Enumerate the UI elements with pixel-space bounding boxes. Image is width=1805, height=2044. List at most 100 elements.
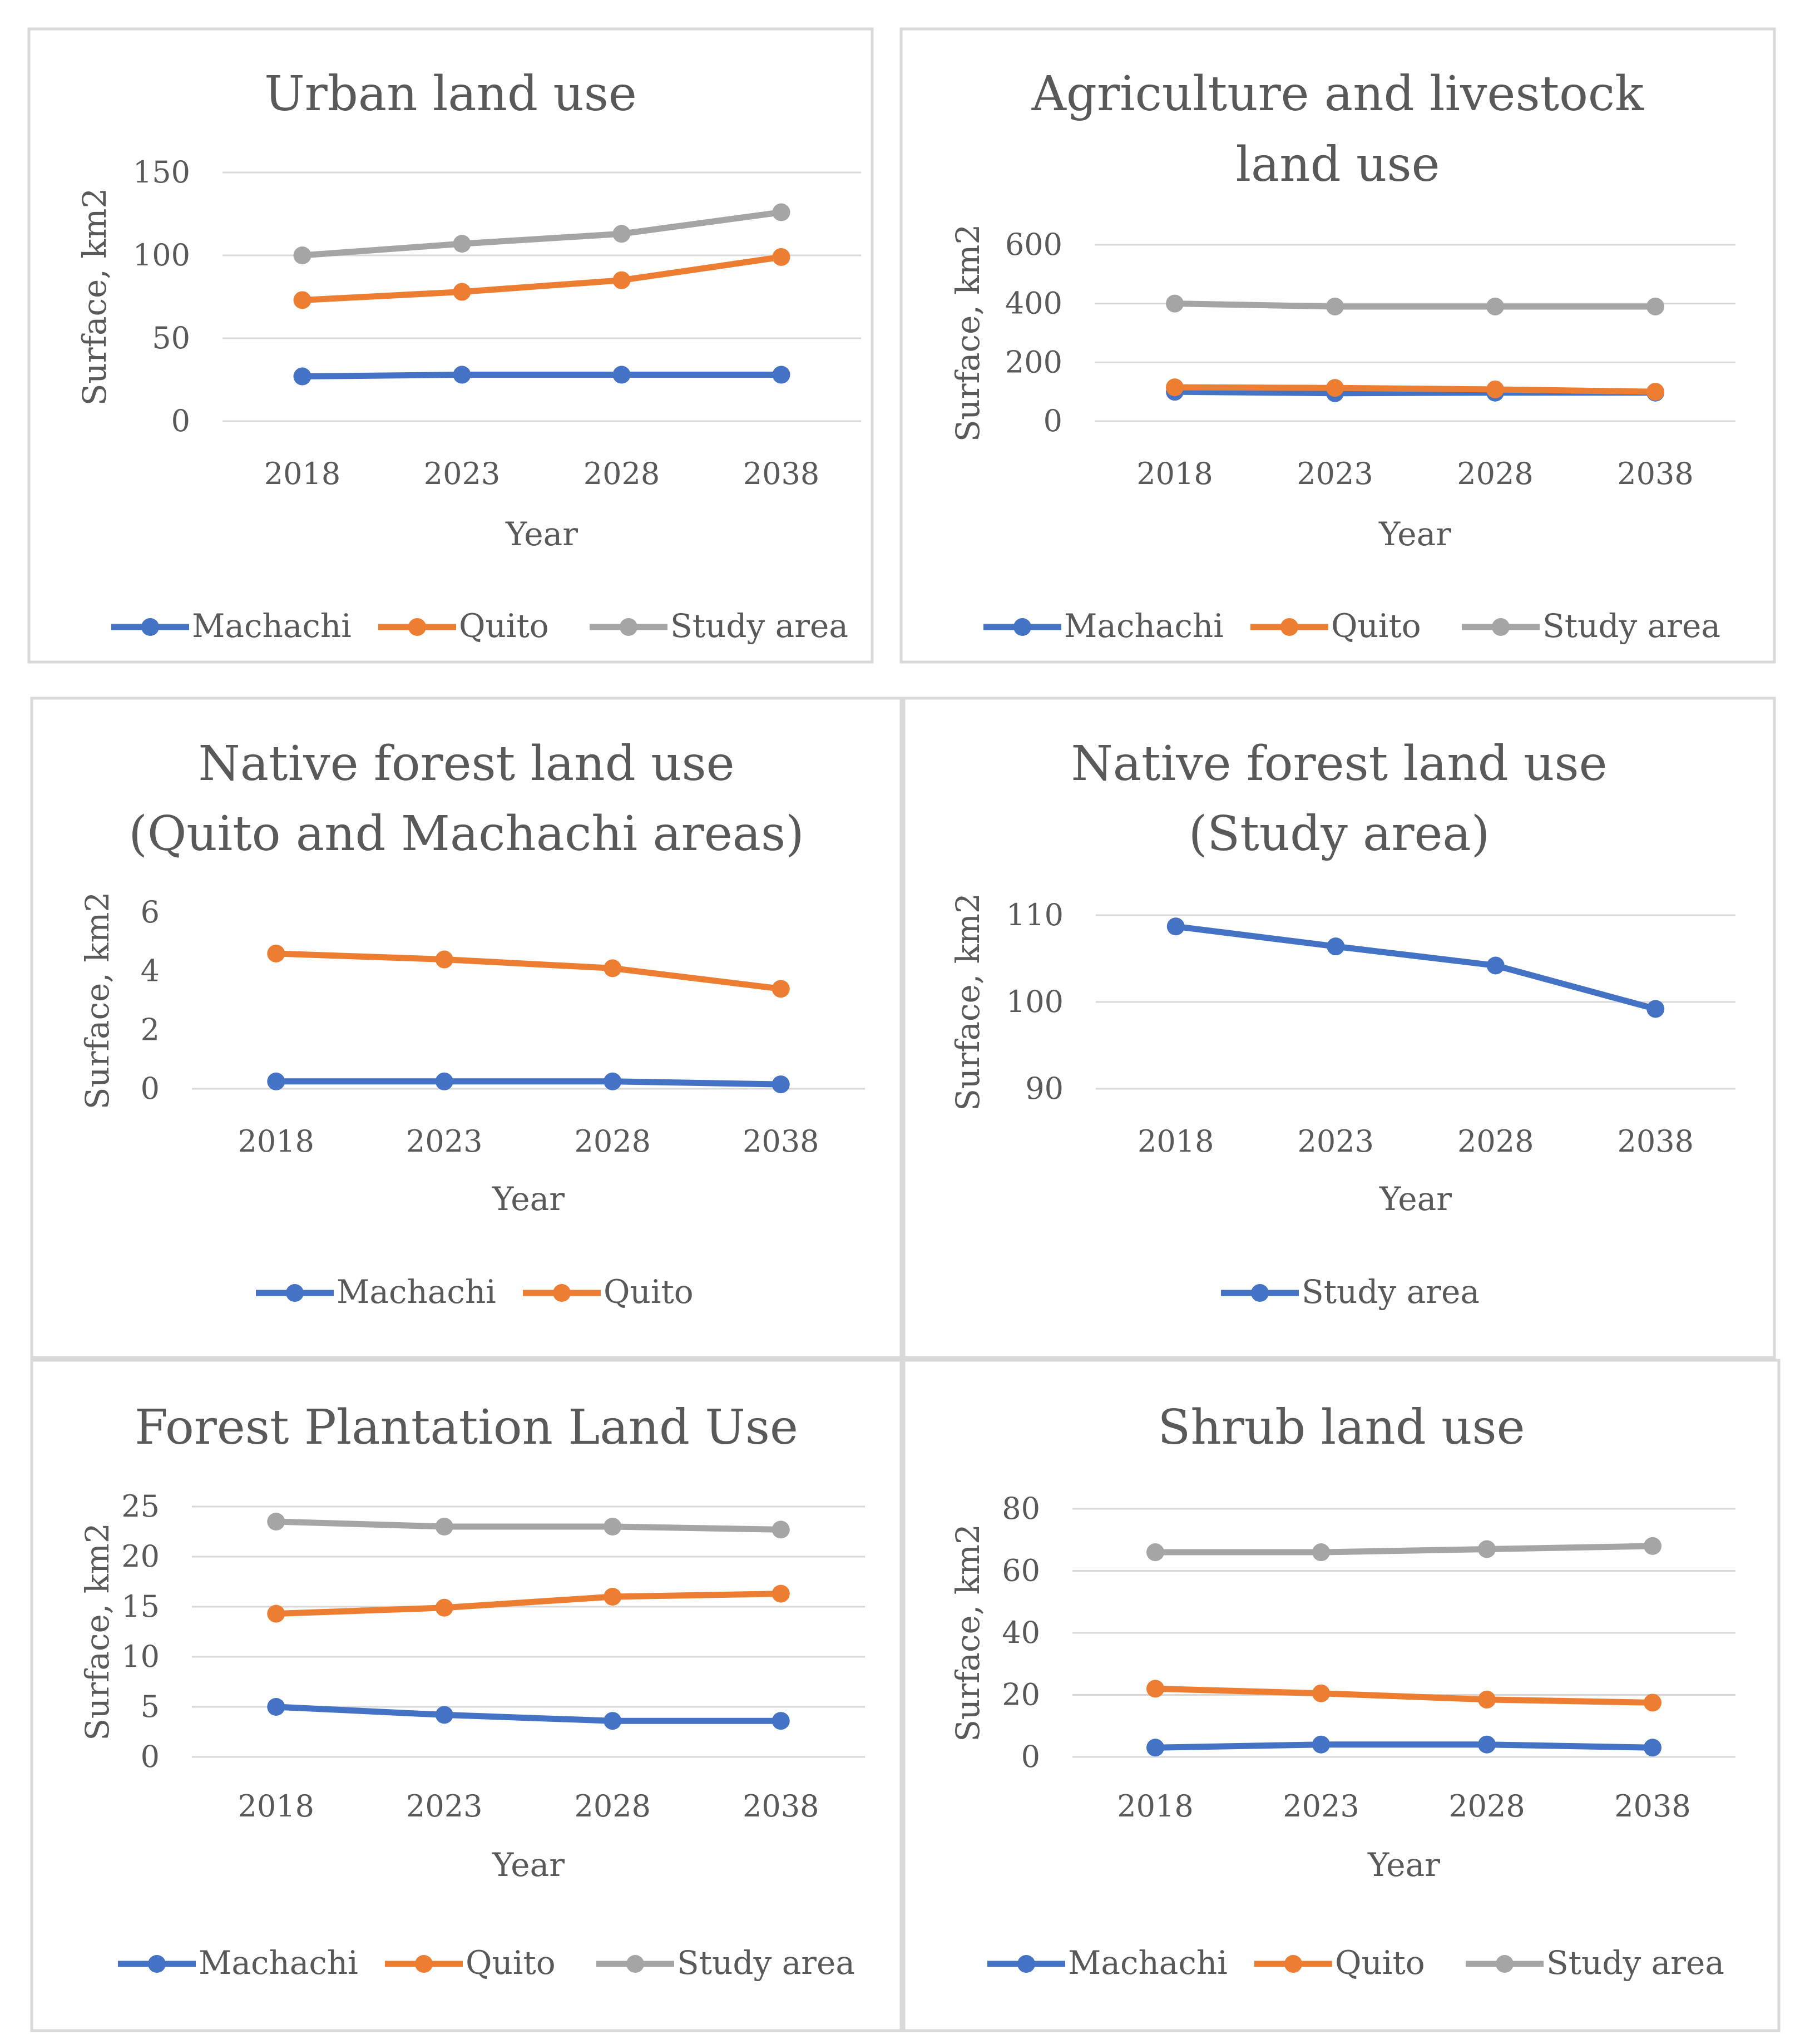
legend-label: Quito: [604, 1273, 694, 1311]
data-point: [435, 950, 453, 969]
y-tick-label: 40: [1002, 1615, 1040, 1650]
panel-border: [27, 27, 874, 664]
y-tick-label: 0: [1044, 403, 1062, 438]
legend-item: Study area: [1462, 607, 1720, 645]
y-tick-label: 4: [141, 954, 160, 989]
x-tick-label: 2028: [583, 456, 660, 491]
x-tick-label: 2018: [264, 456, 340, 491]
panel-border: [899, 27, 1776, 664]
data-point: [612, 366, 631, 384]
legend-swatch-marker: [620, 618, 637, 636]
data-point: [612, 225, 631, 243]
data-point: [435, 1598, 453, 1617]
y-tick-label: 0: [141, 1071, 160, 1106]
data-point: [435, 1518, 453, 1536]
series-line: [273, 1704, 784, 1724]
data-point: [604, 1072, 622, 1090]
legend-item: Quito: [385, 1944, 556, 1982]
x-tick-label: 2018: [1117, 1789, 1193, 1824]
data-point: [604, 1518, 622, 1536]
data-point: [772, 1584, 790, 1603]
chart-title-line: Native forest land use: [1071, 736, 1607, 792]
chart-title-line: land use: [1236, 137, 1440, 192]
data-point: [267, 1604, 285, 1623]
y-tick-label: 25: [121, 1489, 160, 1524]
legend-item: Quito: [1254, 1944, 1425, 1982]
x-axis-label: Year: [1367, 1846, 1440, 1884]
legend-swatch-marker: [1284, 1955, 1302, 1973]
panel-border: [30, 1359, 903, 2032]
x-tick-label: 2038: [1618, 1124, 1694, 1159]
y-tick-label: 20: [1002, 1677, 1040, 1712]
data-point: [267, 944, 285, 962]
legend-label: Study area: [1542, 607, 1720, 645]
x-tick-label: 2028: [1457, 456, 1533, 491]
legend-swatch-marker: [626, 1955, 644, 1973]
legend-label: Study area: [1546, 1944, 1724, 1982]
x-tick-label: 2018: [238, 1124, 314, 1159]
data-point: [772, 366, 790, 384]
chart-title-line: Native forest land use: [198, 736, 734, 792]
series-line: [273, 950, 784, 992]
x-axis-label: Year: [1379, 1180, 1452, 1218]
chart-title-line: Urban land use: [264, 66, 637, 122]
y-tick-label: 100: [1006, 984, 1064, 1019]
data-point: [772, 1712, 790, 1730]
data-point: [1312, 1543, 1330, 1562]
y-axis-label: Surface, km2: [949, 1524, 987, 1742]
legend-label: Machachi: [1068, 1944, 1228, 1982]
data-point: [604, 1588, 622, 1606]
y-tick-label: 90: [1025, 1071, 1064, 1106]
legend-item: Quito: [378, 607, 549, 645]
data-point: [1478, 1690, 1496, 1709]
data-point: [1166, 378, 1184, 397]
legend-swatch-marker: [415, 1955, 433, 1973]
chart-panel-3: Native forest land use (Quito and Machach…: [30, 697, 903, 1359]
x-tick-label: 2038: [1614, 1789, 1690, 1824]
legend-item: Machachi: [983, 607, 1224, 645]
x-axis-label: Year: [492, 1180, 565, 1218]
y-tick-label: 150: [133, 155, 190, 190]
chart-title-line: Forest Plantation Land Use: [135, 1400, 798, 1455]
x-tick-label: 2018: [238, 1789, 314, 1824]
data-point: [772, 1075, 790, 1094]
legend-item: Machachi: [111, 607, 352, 645]
legend-label: Study area: [1302, 1273, 1480, 1311]
legend-swatch-marker: [408, 618, 426, 636]
y-tick-label: 600: [1005, 227, 1062, 262]
chart-title-line: Shrub land use: [1158, 1400, 1525, 1455]
x-tick-label: 2023: [1298, 1124, 1374, 1159]
data-point: [1644, 1694, 1661, 1712]
data-point: [453, 235, 471, 253]
data-point: [453, 283, 471, 301]
series-line: [273, 1078, 784, 1088]
series-line: [1173, 923, 1659, 1012]
x-axis-label: Year: [492, 1846, 565, 1884]
data-point: [267, 1698, 285, 1716]
x-tick-label: 2038: [1617, 456, 1693, 491]
legend-swatch-marker: [286, 1284, 304, 1302]
series-line: [1152, 1741, 1656, 1751]
y-tick-label: 0: [141, 1739, 160, 1774]
data-point: [1146, 1543, 1164, 1562]
legend-item: Machachi: [987, 1944, 1228, 1982]
y-tick-label: 15: [121, 1589, 160, 1624]
legend-item: Study area: [1221, 1273, 1480, 1311]
series-line: [299, 372, 784, 380]
data-point: [1646, 1000, 1665, 1018]
series-line: [1171, 384, 1659, 395]
x-tick-label: 2023: [406, 1124, 482, 1159]
x-tick-label: 2018: [1138, 1124, 1214, 1159]
series-line: [273, 1591, 784, 1617]
y-tick-label: 6: [141, 895, 160, 930]
data-point: [267, 1072, 285, 1090]
data-point: [267, 1513, 285, 1530]
data-point: [1312, 1684, 1330, 1702]
legend-item: Study area: [590, 607, 848, 645]
x-tick-label: 2023: [1283, 1789, 1359, 1824]
x-tick-label: 2028: [575, 1124, 651, 1159]
y-axis-label: Surface, km2: [949, 893, 987, 1111]
chart-title-line: Agriculture and livestock: [1031, 66, 1644, 122]
series-line: [1171, 300, 1659, 310]
